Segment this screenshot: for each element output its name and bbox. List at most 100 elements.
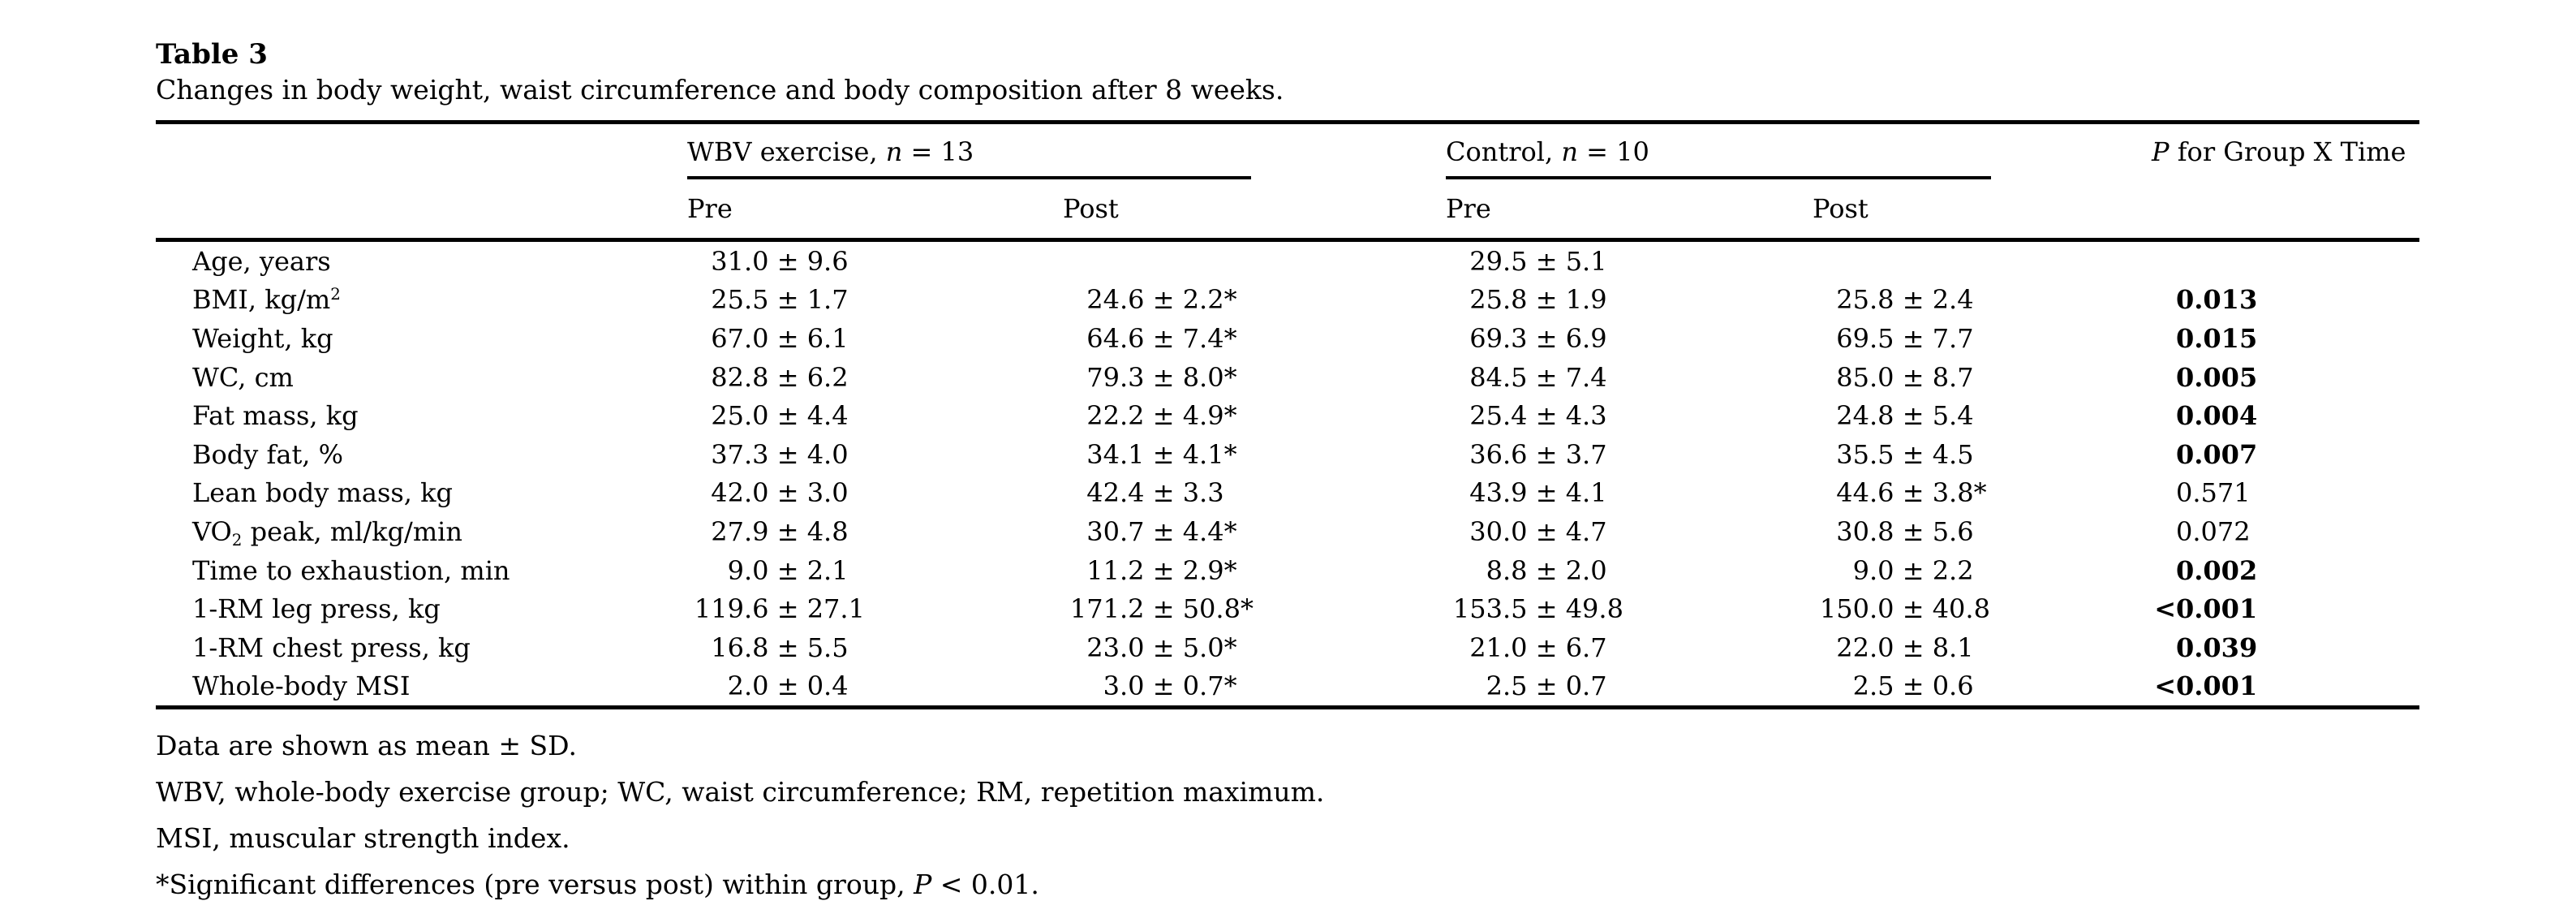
footnote-line: *Significant differences (pre versus pos…: [156, 869, 1039, 901]
value-cell-wbv-pre: 67.0 ± 6.1: [711, 322, 849, 354]
value-cell-ctrl-post: 150.0 ± 40.8: [1819, 593, 1990, 625]
footnote-line: MSI, muscular strength index.: [156, 822, 570, 855]
table-caption: Changes in body weight, waist circumfere…: [156, 74, 1284, 106]
p-value-cell: 0.039: [2176, 632, 2258, 663]
table-row: 1-RM leg press, kg 119.6 ± 27.1 171.2 ± …: [156, 589, 2419, 628]
value-cell-wbv-post: 34.1 ± 4.1*: [1086, 438, 1237, 470]
table-row: Fat mass, kg 25.0 ± 4.4 22.2 ± 4.9* 25.4…: [156, 396, 2419, 435]
row-label: Lean body mass, kg: [192, 477, 454, 509]
value-cell-ctrl-post: 2.5 ± 0.6: [1852, 670, 1974, 702]
value-cell-wbv-pre: 82.8 ± 6.2: [711, 361, 849, 393]
p-value-cell: 0.004: [2176, 400, 2258, 432]
table-row: Lean body mass, kg 42.0 ± 3.0 42.4 ± 3.3…: [156, 474, 2419, 513]
p-value-cell: <0.001: [2154, 670, 2258, 702]
value-cell-wbv-pre: 9.0 ± 2.1: [727, 554, 849, 586]
p-value-cell: 0.005: [2176, 361, 2258, 393]
row-label: 1-RM leg press, kg: [192, 593, 441, 625]
row-label: Body fat, %: [192, 438, 344, 470]
p-value-cell: 0.002: [2176, 554, 2258, 586]
value-cell-wbv-pre: 2.0 ± 0.4: [727, 670, 849, 702]
p-value-cell: 0.072: [2176, 515, 2251, 547]
row-label: Age, years: [192, 245, 331, 277]
value-cell-wbv-post: 64.6 ± 7.4*: [1086, 322, 1237, 354]
value-cell-ctrl-post: 22.0 ± 8.1: [1836, 632, 1974, 663]
column-header-p-label: P for Group X Time: [2152, 136, 2406, 167]
value-cell-wbv-pre: 37.3 ± 4.0: [711, 438, 849, 470]
value-cell-wbv-post: 79.3 ± 8.0*: [1086, 361, 1237, 393]
table-title: Table 3: [156, 38, 268, 71]
table-row: WC, cm 82.8 ± 6.2 79.3 ± 8.0* 84.5 ± 7.4…: [156, 358, 2419, 397]
row-label: WC, cm: [192, 361, 294, 393]
value-cell-wbv-post: 11.2 ± 2.9*: [1086, 554, 1237, 586]
table-row: Age, years 31.0 ± 9.6 29.5 ± 5.1: [156, 242, 2419, 281]
p-value-cell: 0.007: [2176, 438, 2258, 470]
value-cell-ctrl-post: 9.0 ± 2.2: [1852, 554, 1974, 586]
table-row: 1-RM chest press, kg 16.8 ± 5.5 23.0 ± 5…: [156, 628, 2419, 667]
value-cell-ctrl-pre: 153.5 ± 49.8: [1452, 593, 1623, 625]
group-header-wbv: WBV exercise, n = 13: [687, 124, 1446, 179]
group-header-control: Control, n = 10: [1446, 124, 2152, 179]
control-group-underline: [1446, 176, 1991, 179]
group-header-control-label: Control, n = 10: [1446, 136, 1649, 167]
value-cell-wbv-post: 30.7 ± 4.4*: [1086, 515, 1237, 547]
p-value-cell: 0.015: [2176, 322, 2258, 354]
value-cell-wbv-post: 3.0 ± 0.7*: [1103, 670, 1237, 702]
value-cell-ctrl-post: 69.5 ± 7.7: [1836, 322, 1974, 354]
value-cell-ctrl-pre: 25.4 ± 4.3: [1469, 400, 1607, 432]
table-row: BMI, kg/m2 25.5 ± 1.7 24.6 ± 2.2* 25.8 ±…: [156, 281, 2419, 320]
table-row: Time to exhaustion, min 9.0 ± 2.1 11.2 ±…: [156, 551, 2419, 590]
row-label: BMI, kg/m2: [192, 284, 341, 316]
group-header-wbv-label: WBV exercise, n = 13: [687, 136, 974, 167]
row-label: 1-RM chest press, kg: [192, 632, 471, 663]
row-label: Whole-body MSI: [192, 670, 411, 702]
value-cell-ctrl-pre: 21.0 ± 6.7: [1469, 632, 1607, 663]
column-header-wbv-pre: Pre: [687, 193, 733, 224]
table-header: WBV exercise, n = 13 Control, n = 10 P f…: [156, 124, 2419, 238]
table-block: Table 3 Changes in body weight, waist ci…: [156, 0, 2419, 908]
table-header-rule: [156, 238, 2419, 242]
column-header-ctrl-pre: Pre: [1446, 193, 1491, 224]
table-row: Whole-body MSI 2.0 ± 0.4 3.0 ± 0.7* 2.5 …: [156, 667, 2419, 706]
row-label: VO2 peak, ml/kg/min: [192, 515, 463, 550]
value-cell-ctrl-post: 44.6 ± 3.8*: [1836, 477, 1987, 509]
footnote-line: WBV, whole-body exercise group; WC, wais…: [156, 776, 1325, 808]
value-cell-ctrl-post: 25.8 ± 2.4: [1836, 284, 1974, 316]
table-body: Age, years 31.0 ± 9.6 29.5 ± 5.1 BMI, kg…: [156, 242, 2419, 705]
value-cell-wbv-pre: 16.8 ± 5.5: [711, 632, 849, 663]
table-bottom-rule: [156, 705, 2419, 710]
value-cell-ctrl-pre: 69.3 ± 6.9: [1469, 322, 1607, 354]
table-row: VO2 peak, ml/kg/min 27.9 ± 4.8 30.7 ± 4.…: [156, 512, 2419, 551]
value-cell-wbv-pre: 25.5 ± 1.7: [711, 284, 849, 316]
table-row: Weight, kg 67.0 ± 6.1 64.6 ± 7.4* 69.3 ±…: [156, 319, 2419, 358]
table-row: Body fat, % 37.3 ± 4.0 34.1 ± 4.1* 36.6 …: [156, 435, 2419, 474]
value-cell-ctrl-pre: 36.6 ± 3.7: [1469, 438, 1607, 470]
value-cell-ctrl-post: 24.8 ± 5.4: [1836, 400, 1974, 432]
value-cell-ctrl-pre: 30.0 ± 4.7: [1469, 515, 1607, 547]
value-cell-ctrl-pre: 43.9 ± 4.1: [1469, 477, 1607, 509]
value-cell-wbv-post: 23.0 ± 5.0*: [1086, 632, 1237, 663]
footnote-line: Data are shown as mean ± SD.: [156, 730, 577, 762]
value-cell-wbv-pre: 42.0 ± 3.0: [711, 477, 849, 509]
column-header-p: P for Group X Time: [2152, 124, 2419, 179]
column-header-wbv-post: Post: [1063, 193, 1119, 224]
value-cell-ctrl-pre: 2.5 ± 0.7: [1486, 670, 1607, 702]
wbv-group-underline: [687, 176, 1251, 179]
value-cell-ctrl-post: 35.5 ± 4.5: [1836, 438, 1974, 470]
value-cell-wbv-post: 171.2 ± 50.8*: [1069, 593, 1254, 625]
value-cell-wbv-pre: 31.0 ± 9.6: [711, 245, 849, 277]
p-value-cell: <0.001: [2154, 593, 2258, 625]
value-cell-ctrl-pre: 84.5 ± 7.4: [1469, 361, 1607, 393]
value-cell-ctrl-pre: 25.8 ± 1.9: [1469, 284, 1607, 316]
value-cell-wbv-pre: 119.6 ± 27.1: [694, 593, 865, 625]
column-header-ctrl-post: Post: [1813, 193, 1869, 224]
value-cell-wbv-pre: 25.0 ± 4.4: [711, 400, 849, 432]
row-label: Fat mass, kg: [192, 400, 359, 432]
table-footnotes: Data are shown as mean ± SD. WBV, whole-b…: [156, 722, 2419, 908]
p-value-cell: 0.571: [2176, 477, 2251, 509]
value-cell-wbv-pre: 27.9 ± 4.8: [711, 515, 849, 547]
table-top-rule: [156, 120, 2419, 124]
value-cell-wbv-post: 42.4 ± 3.3: [1086, 477, 1224, 509]
value-cell-ctrl-pre: 29.5 ± 5.1: [1469, 245, 1607, 277]
row-label: Weight, kg: [192, 322, 333, 354]
